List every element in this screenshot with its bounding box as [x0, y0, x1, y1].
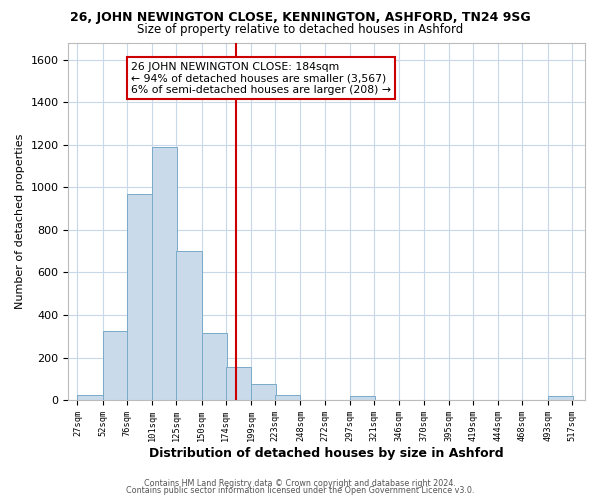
Bar — [275, 395, 301, 400]
Bar — [202, 333, 227, 400]
Bar — [251, 384, 276, 400]
Text: 26, JOHN NEWINGTON CLOSE, KENNINGTON, ASHFORD, TN24 9SG: 26, JOHN NEWINGTON CLOSE, KENNINGTON, AS… — [70, 11, 530, 24]
Text: Contains HM Land Registry data © Crown copyright and database right 2024.: Contains HM Land Registry data © Crown c… — [144, 479, 456, 488]
Text: 26 JOHN NEWINGTON CLOSE: 184sqm
← 94% of detached houses are smaller (3,567)
6% : 26 JOHN NEWINGTON CLOSE: 184sqm ← 94% of… — [131, 62, 391, 95]
Bar — [176, 251, 202, 400]
Bar — [127, 194, 152, 400]
Y-axis label: Number of detached properties: Number of detached properties — [15, 134, 25, 309]
Bar — [548, 396, 573, 400]
Text: Size of property relative to detached houses in Ashford: Size of property relative to detached ho… — [137, 22, 463, 36]
Bar — [152, 147, 178, 400]
Text: Contains public sector information licensed under the Open Government Licence v3: Contains public sector information licen… — [126, 486, 474, 495]
Bar — [103, 331, 128, 400]
Bar — [226, 367, 251, 400]
Bar — [350, 396, 375, 400]
Bar — [77, 395, 103, 400]
X-axis label: Distribution of detached houses by size in Ashford: Distribution of detached houses by size … — [149, 447, 504, 460]
